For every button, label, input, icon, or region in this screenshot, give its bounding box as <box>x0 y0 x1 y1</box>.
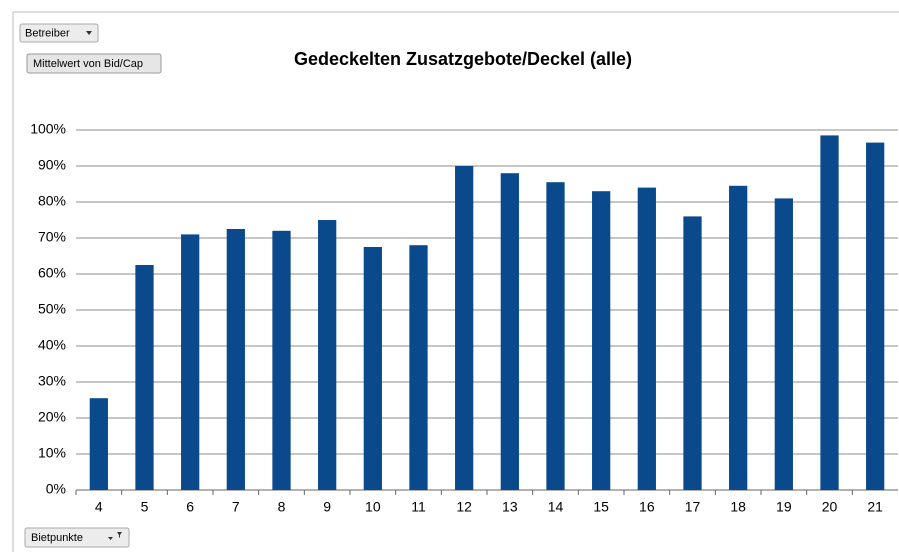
y-tick-label: 80% <box>38 193 66 209</box>
x-tick-label: 4 <box>95 499 103 515</box>
y-tick-label: 20% <box>38 409 66 425</box>
x-tick-label: 19 <box>776 499 792 515</box>
value-button[interactable]: Mittelwert von Bid/Cap <box>26 53 162 74</box>
bar <box>181 234 200 490</box>
x-tick-label: 18 <box>730 499 746 515</box>
x-tick-label: 9 <box>323 499 331 515</box>
bar <box>500 173 519 490</box>
x-tick-label: 10 <box>365 499 381 515</box>
chart-title: Gedeckelten Zusatzgebote/Deckel (alle) <box>294 49 632 69</box>
x-tick-label: 16 <box>639 499 655 515</box>
button-box[interactable] <box>26 53 162 74</box>
bar <box>546 182 565 490</box>
bar <box>774 198 793 490</box>
y-tick-label: 70% <box>38 229 66 245</box>
bar <box>455 166 474 490</box>
bar <box>729 185 748 491</box>
y-tick-label: 10% <box>38 445 66 461</box>
x-tick-label: 20 <box>822 499 838 515</box>
bar <box>135 265 154 490</box>
y-tick-label: 60% <box>38 265 66 281</box>
bar <box>637 187 656 490</box>
x-tick-label: 8 <box>278 499 286 515</box>
button-label[interactable]: Mittelwert von Bid/Cap <box>33 58 143 70</box>
bar <box>409 245 428 490</box>
y-tick-label: 0% <box>46 481 66 497</box>
bar <box>318 220 337 490</box>
x-tick-label: 11 <box>411 499 426 515</box>
x-tick-label: 6 <box>186 499 194 515</box>
filter-button[interactable]: Betreiber <box>19 23 99 43</box>
filter-icon[interactable] <box>108 532 122 540</box>
bar <box>820 135 839 490</box>
y-tick-label: 100% <box>30 121 66 137</box>
bar <box>592 191 611 490</box>
x-tick-label: 12 <box>456 499 472 515</box>
bar <box>226 229 245 490</box>
x-tick-label: 15 <box>593 499 609 515</box>
y-tick-label: 90% <box>38 157 66 173</box>
x-tick-label: 13 <box>502 499 518 515</box>
x-tick-label: 21 <box>867 499 883 515</box>
y-tick-label: 40% <box>38 337 66 353</box>
button-box[interactable] <box>19 23 99 43</box>
x-tick-label: 17 <box>685 499 701 515</box>
button-label[interactable]: Betreiber <box>25 27 70 39</box>
dropdown-icon[interactable] <box>86 31 92 35</box>
y-tick-label: 50% <box>38 301 66 317</box>
bar <box>363 247 382 490</box>
bar <box>866 142 885 490</box>
x-tick-label: 5 <box>141 499 149 515</box>
bar <box>272 230 291 491</box>
x-tick-label: 14 <box>548 499 564 515</box>
button-box[interactable] <box>24 527 130 548</box>
bar <box>89 398 108 490</box>
x-tick-label: 7 <box>232 499 240 515</box>
button-label[interactable]: Bietpunkte <box>31 532 83 544</box>
axis-button[interactable]: Bietpunkte <box>24 527 130 548</box>
y-tick-label: 30% <box>38 373 66 389</box>
bar <box>683 216 702 490</box>
